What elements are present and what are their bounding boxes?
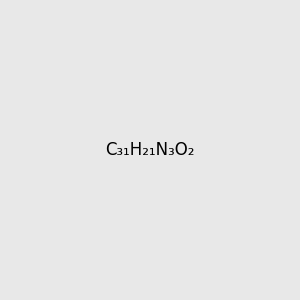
Text: C₃₁H₂₁N₃O₂: C₃₁H₂₁N₃O₂ xyxy=(105,141,195,159)
